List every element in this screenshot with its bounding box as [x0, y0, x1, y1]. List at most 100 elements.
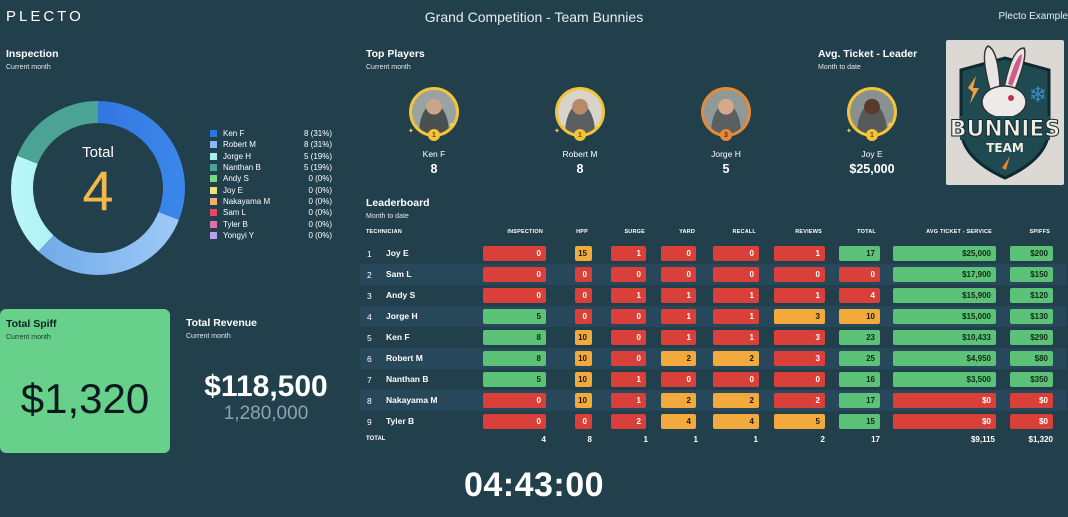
spiff-value: $1,320	[20, 375, 150, 422]
total-spiff-card: Total Spiff Current month $1,320	[0, 309, 170, 453]
cell-surge: 2	[611, 414, 646, 429]
cell-yard: 1	[661, 309, 696, 324]
col-header-recall[interactable]: RECALL	[732, 229, 756, 235]
legend-value: 0 (0%)	[308, 219, 332, 229]
row-rank: 5	[367, 333, 372, 343]
donut-slice-jorge-h	[11, 101, 185, 275]
top-player-card[interactable]: 3 Jorge H 5	[676, 87, 776, 176]
cell-avg-ticket: $17,900	[893, 267, 996, 282]
cell-recall: 2	[713, 351, 759, 366]
legend-value: 5 (19%)	[303, 151, 332, 161]
cell-reviews: 2	[774, 393, 825, 408]
cell-total: 10	[839, 309, 880, 324]
legend-name: Tyler B	[223, 219, 248, 229]
spiff-title: Total Spiff	[6, 318, 57, 330]
leaderboard-row[interactable]: 7 Nanthan B 5 10 1 0 0 0 16 $3,500 $350	[360, 369, 1066, 390]
top-players-header: Top Players Current month	[366, 48, 425, 71]
donut-slice-nanthan-b	[11, 101, 185, 275]
cell-hpp: 0	[575, 414, 592, 429]
cell-spiffs: $80	[1010, 351, 1053, 366]
cell-yard: 0	[661, 372, 696, 387]
leaderboard-row[interactable]: 3 Andy S 0 0 1 1 1 1 4 $15,900 $120	[360, 285, 1066, 306]
row-rank: 4	[367, 312, 372, 322]
leaderboard-header: Leaderboard Month to date	[366, 197, 430, 220]
cell-recall: 1	[713, 288, 759, 303]
cell-hpp: 10	[575, 372, 592, 387]
revenue-title: Total Revenue	[186, 317, 257, 329]
cell-inspection: 5	[483, 372, 546, 387]
legend-name: Robert M	[223, 140, 256, 150]
leaderboard-total-row: TOTAL 4 8 1 1 1 2 17 $9,115 $1,320	[360, 435, 1066, 449]
cell-yard: 0	[661, 246, 696, 261]
col-header-hpp[interactable]: HPP	[576, 229, 588, 235]
leaderboard-row[interactable]: 4 Jorge H 5 0 0 1 1 3 10 $15,000 $130	[360, 306, 1066, 327]
donut-center: Total 4	[10, 100, 186, 276]
col-header-reviews[interactable]: REVIEWS	[795, 229, 822, 235]
col-header-total[interactable]: TOTAL	[857, 229, 876, 235]
leaderboard-row[interactable]: 5 Ken F 8 10 0 1 1 3 23 $10,433 $290	[360, 327, 1066, 348]
top-player-card[interactable]: 1 ✦ ✦ Ken F 8	[384, 87, 484, 176]
cell-yard: 1	[661, 330, 696, 345]
cell-recall: 0	[713, 246, 759, 261]
cell-spiffs: $0	[1010, 414, 1053, 429]
total-hpp: 8	[587, 435, 592, 444]
cell-spiffs: $120	[1010, 288, 1053, 303]
legend-swatch	[210, 152, 217, 160]
total-revenue-widget: Total Revenue Current month $118,500 1,2…	[186, 317, 346, 424]
cell-yard: 2	[661, 393, 696, 408]
top-player-card[interactable]: 1 ✦ ✦ Robert M 8	[530, 87, 630, 176]
cell-reviews: 3	[774, 351, 825, 366]
cell-hpp: 0	[575, 267, 592, 282]
player-name: Ken F	[422, 149, 446, 159]
legend-swatch	[210, 197, 217, 205]
technician-name: Nanthan B	[386, 374, 429, 384]
legend-swatch	[210, 130, 217, 138]
leaderboard-row[interactable]: 2 Sam L 0 0 0 0 0 0 0 $17,900 $150	[360, 264, 1066, 285]
cell-total: 15	[839, 414, 880, 429]
cell-inspection: 0	[483, 288, 546, 303]
legend-value: 0 (0%)	[308, 208, 332, 218]
col-header-surge[interactable]: SURGE	[624, 229, 645, 235]
legend-name: Nakayama M	[223, 196, 271, 206]
revenue-subtitle: Current month	[186, 333, 231, 340]
row-rank: 9	[367, 417, 372, 427]
legend-item: Robert M 8 (31%)	[210, 139, 332, 150]
total-surge: 1	[643, 435, 648, 444]
col-header-yard[interactable]: YARD	[679, 229, 695, 235]
col-header-spiffs[interactable]: SPIFFS	[1029, 229, 1050, 235]
sparkle-icon: ✦	[448, 120, 456, 130]
inspection-legend: Ken F 8 (31%) Robert M 8 (31%) Jorge H 5 (1…	[210, 128, 332, 241]
legend-value: 8 (31%)	[303, 140, 332, 150]
leaderboard-row[interactable]: 9 Tyler B 0 0 2 4 4 5 15 $0 $0	[360, 411, 1066, 432]
leaderboard-row[interactable]: 1 Joy E 0 15 1 0 0 1 17 $25,000 $200	[360, 243, 1066, 264]
cell-inspection: 8	[483, 351, 546, 366]
cell-avg-ticket: $0	[893, 393, 996, 408]
legend-item: Nakayama M 0 (0%)	[210, 196, 332, 207]
col-header-technician[interactable]: TECHNICIAN	[366, 229, 402, 235]
cell-surge: 1	[611, 288, 646, 303]
top-players-title: Top Players	[366, 48, 425, 60]
cell-spiffs: $290	[1010, 330, 1053, 345]
legend-swatch	[210, 141, 217, 149]
col-header-avg-ticket[interactable]: AVG TICKET - SERVICE	[926, 229, 992, 235]
leaderboard-row[interactable]: 6 Robert M 8 10 0 2 2 3 25 $4,950 $80	[360, 348, 1066, 369]
cell-surge: 0	[611, 267, 646, 282]
svg-text:BUNNIES: BUNNIES	[950, 117, 1061, 142]
col-header-inspection[interactable]: INSPECTION	[507, 229, 543, 235]
legend-swatch	[210, 209, 217, 217]
total-reviews: 2	[820, 435, 825, 444]
leaderboard-row[interactable]: 8 Nakayama M 0 10 1 2 2 2 17 $0 $0	[360, 390, 1066, 411]
cell-yard: 2	[661, 351, 696, 366]
technician-name: Robert M	[386, 353, 423, 363]
avg-ticket-subtitle: Month to date	[818, 64, 861, 71]
sparkle-icon: ✦	[408, 128, 414, 135]
avg-ticket-title: Avg. Ticket - Leader	[818, 48, 918, 60]
player-avatar: 3	[701, 87, 751, 141]
cell-recall: 1	[713, 330, 759, 345]
avg-ticket-leader-header: Avg. Ticket - Leader Month to date	[818, 48, 917, 71]
avg-ticket-leader-card[interactable]: 1 ✦ ✦ Joy E $25,000	[822, 87, 922, 176]
cell-total: 17	[839, 246, 880, 261]
legend-swatch	[210, 186, 217, 194]
inspection-subtitle: Current month	[6, 64, 51, 71]
donut-center-label: Total	[82, 143, 114, 161]
